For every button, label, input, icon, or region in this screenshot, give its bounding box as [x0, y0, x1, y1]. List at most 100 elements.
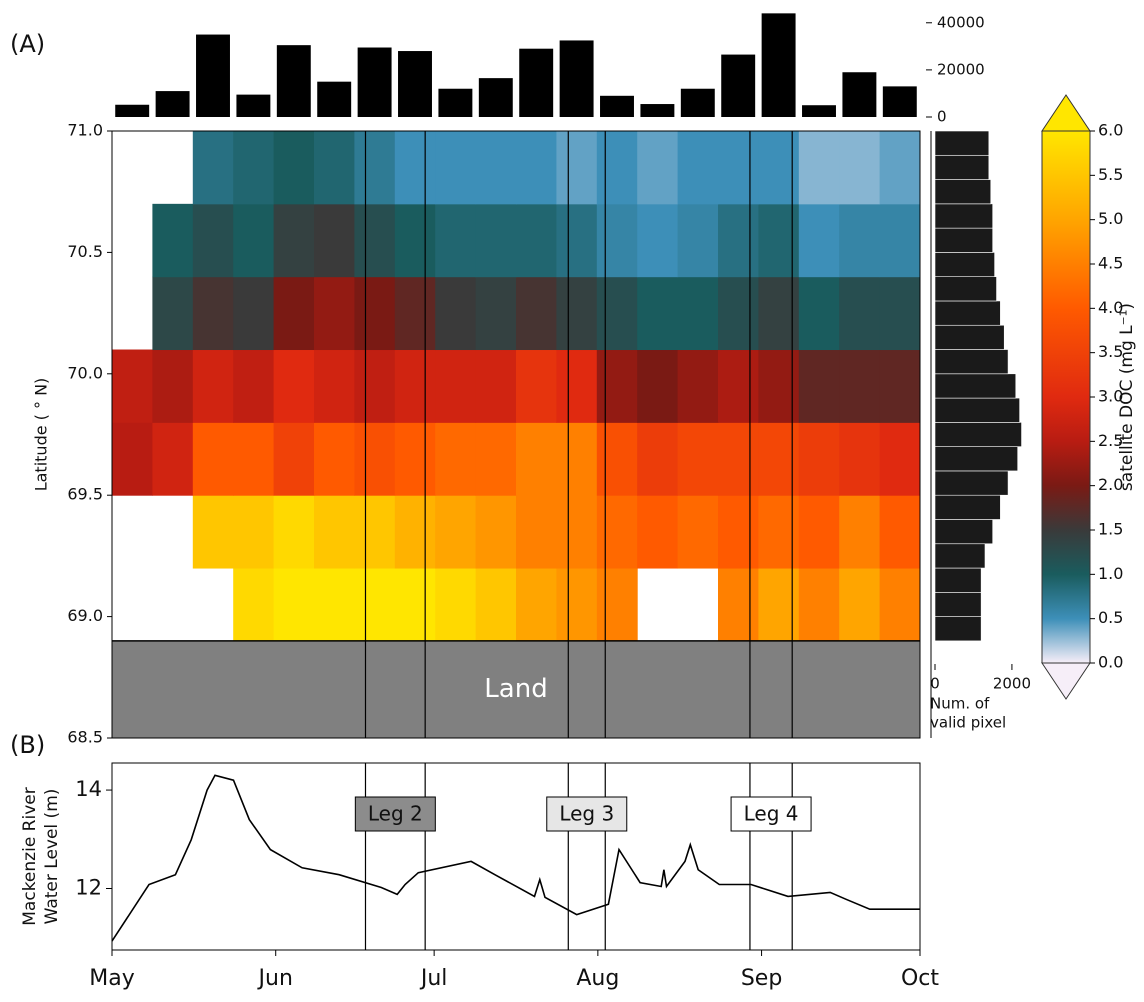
- heatmap-cell: [112, 422, 153, 496]
- hist-bar: [934, 616, 982, 642]
- heatmap-cell: [354, 349, 396, 423]
- heatmap-cell: [394, 131, 436, 205]
- heatmap-cell: [314, 131, 355, 205]
- heatmap-cell: [354, 568, 396, 642]
- heatmap-cell: [718, 495, 759, 569]
- heatmap-cell: [394, 276, 436, 351]
- hist-bar: [934, 592, 982, 617]
- heatmap-cell: [677, 276, 719, 351]
- heatmap-cell: [394, 349, 436, 423]
- heatmap-cell: [839, 422, 881, 496]
- heatmap-cell: [233, 203, 275, 278]
- heatmap-cell: [718, 349, 759, 423]
- heatmap-cell: [475, 422, 517, 496]
- heatmap-cell: [879, 349, 921, 423]
- x-tick-label: Sep: [741, 966, 782, 991]
- heatmap-cell: [273, 131, 315, 205]
- heatmap-cell: [516, 203, 557, 278]
- hist-bar: [934, 227, 993, 253]
- x-tick-label: 2000: [993, 675, 1031, 693]
- heatmap-cell: [839, 203, 881, 278]
- colorbar-extend-bottom: [1041, 662, 1091, 700]
- heatmap-cell: [718, 422, 759, 496]
- heatmap-cell: [516, 349, 557, 423]
- bar: [721, 54, 756, 117]
- heatmap-cell: [475, 203, 517, 278]
- heatmap-cell: [192, 131, 234, 205]
- colorbar-tick-label: 3.0: [1098, 387, 1123, 406]
- heatmap-cell: [879, 422, 921, 496]
- y-tick-label: 0: [937, 108, 947, 126]
- heatmap-cell: [152, 422, 194, 496]
- heatmap-cell: [112, 349, 153, 423]
- line: [111, 774, 920, 942]
- heatmap-cell: [879, 276, 921, 351]
- heatmap-cell: [233, 276, 275, 351]
- bar: [640, 104, 675, 117]
- heatmap-cell: [758, 422, 800, 496]
- panel-label: (B): [10, 731, 45, 759]
- heatmap-cell: [273, 203, 315, 278]
- heatmap-cell: [354, 203, 396, 278]
- leg-box: [546, 796, 628, 832]
- heatmap-cell: [637, 131, 679, 205]
- heatmap-cell: [516, 568, 557, 642]
- hist-bar: [934, 300, 1001, 326]
- hist-bar: [934, 349, 1009, 375]
- x-axis-title: Num. of: [930, 695, 990, 713]
- heatmap-cell: [758, 276, 800, 351]
- leg-box: [354, 796, 436, 832]
- leg-label: Leg 3: [559, 802, 614, 826]
- colorbar: [1042, 131, 1090, 663]
- heatmap-cell: [798, 349, 840, 423]
- heatmap-cell: [798, 131, 840, 205]
- y-tick-label: 71.0: [67, 121, 103, 140]
- heatmap-cell: [435, 349, 477, 423]
- heatmap-cell: [637, 349, 679, 423]
- heatmap-cell: [314, 349, 355, 423]
- hist-bar: [934, 252, 995, 277]
- panel-label: (A): [10, 30, 45, 58]
- bar: [680, 88, 715, 117]
- bar: [357, 47, 392, 118]
- heatmap-cell: [596, 131, 638, 205]
- bar: [276, 45, 311, 117]
- heatmap-cell: [556, 568, 598, 642]
- land: [112, 640, 920, 738]
- heatmap-cell: [394, 203, 436, 278]
- x-tick-label: May: [89, 966, 134, 991]
- hist-bar: [934, 324, 1005, 350]
- y-tick-label: 14: [75, 777, 102, 801]
- heatmap-cell: [879, 203, 921, 278]
- colorbar-tick-label: 0.0: [1098, 653, 1123, 672]
- colorbar-title: satellite DOC (mg L⁻¹): [1117, 303, 1137, 491]
- bar: [882, 86, 917, 117]
- heatmap-cell: [879, 131, 921, 205]
- heatmap-cell: [233, 349, 275, 423]
- heatmap-cell: [516, 495, 557, 569]
- heatmap-cell: [394, 568, 436, 642]
- hist-bar: [934, 446, 1018, 472]
- heatmap-cell: [273, 495, 315, 569]
- colorbar-tick-label: 0.5: [1098, 608, 1123, 627]
- bar: [196, 34, 230, 117]
- x-tick-label: Jul: [419, 966, 448, 991]
- hist-bar: [934, 154, 990, 180]
- heatmap-cell: [435, 495, 477, 569]
- heatmap-cell: [718, 203, 759, 278]
- hist-bar: [934, 470, 1009, 496]
- heatmap-cell: [354, 495, 396, 569]
- y-axis-title: Latitude ( ° N): [32, 378, 51, 492]
- heatmap-cell: [152, 203, 194, 278]
- bar: [842, 72, 877, 117]
- y-tick-label: 40000: [937, 13, 985, 31]
- heatmap-cell: [718, 276, 759, 351]
- heatmap-cell: [839, 276, 881, 351]
- heatmap-cell: [192, 203, 234, 278]
- leg-label: Leg 2: [368, 802, 423, 826]
- heatmap-cell: [516, 422, 557, 496]
- heatmap-cell: [394, 422, 436, 496]
- x-tick-label: Aug: [576, 966, 619, 991]
- heatmap-cell: [192, 349, 234, 423]
